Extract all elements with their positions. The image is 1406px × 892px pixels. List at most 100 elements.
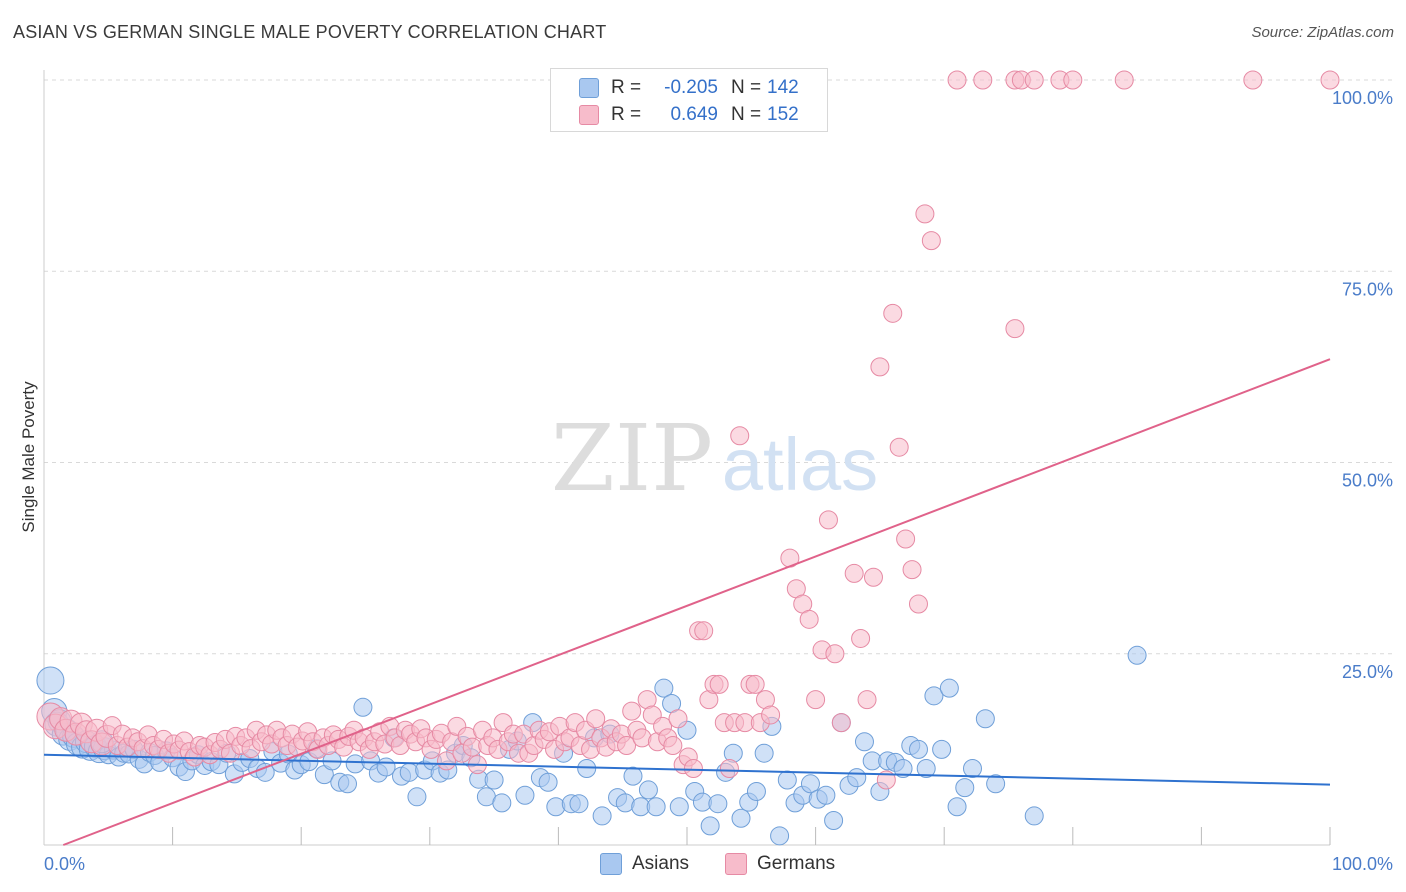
- germans-point: [1114, 70, 1134, 90]
- asians-point: [777, 770, 797, 790]
- asians-point: [345, 754, 365, 774]
- legend-r-label: R =: [611, 104, 642, 125]
- germans-point: [915, 204, 935, 224]
- asians-point: [623, 766, 643, 786]
- germans-trend-line: [62, 358, 1331, 846]
- asians-point: [337, 774, 357, 794]
- legend-r-value: 0.649: [670, 104, 718, 125]
- legend-n-value: 152: [767, 104, 799, 125]
- legend-swatch-germans: [579, 105, 599, 125]
- germans-point: [622, 701, 642, 721]
- asians-point: [638, 780, 658, 800]
- legend-r-label: R =: [611, 77, 642, 98]
- y-tick-label: 75.0%: [1342, 279, 1393, 299]
- asians-point: [962, 759, 982, 778]
- asians-point: [484, 770, 504, 790]
- asians-point: [932, 739, 952, 759]
- chart-title: ASIAN VS GERMAN SINGLE MALE POVERTY CORR…: [13, 22, 607, 42]
- germans-point: [1243, 70, 1263, 90]
- legend-n-label: N =: [731, 104, 762, 125]
- asians-point: [592, 806, 612, 826]
- asians-point: [754, 743, 774, 763]
- germans-point: [1005, 319, 1025, 339]
- germans-point: [617, 736, 637, 756]
- germans-point: [437, 751, 457, 771]
- germans-point: [921, 231, 941, 251]
- asians-point: [975, 709, 995, 729]
- legend-label-germans: Germans: [757, 853, 836, 874]
- x-tick-label: 0.0%: [44, 854, 85, 874]
- asians-point: [546, 797, 566, 817]
- asians-point: [986, 774, 1006, 794]
- germans-point: [876, 770, 896, 790]
- germans-point: [831, 713, 851, 733]
- germans-point: [806, 690, 826, 710]
- germans-point: [1063, 70, 1083, 90]
- legend-label-asians: Asians: [632, 853, 690, 874]
- germans-point: [883, 303, 903, 323]
- asians-point: [353, 697, 373, 717]
- germans-point: [709, 674, 729, 694]
- germans-point: [799, 609, 819, 629]
- germans-point: [719, 759, 739, 778]
- x-tick-labels: 0.0% 100.0%: [44, 827, 1393, 874]
- asians-point: [816, 785, 836, 805]
- asians-point: [538, 772, 558, 792]
- germans-point: [1024, 70, 1044, 90]
- asians-point: [708, 794, 728, 814]
- germans-point: [896, 529, 916, 549]
- watermark-zip: ZIP: [551, 405, 713, 512]
- asians-point: [255, 762, 275, 782]
- asians-point: [669, 797, 689, 817]
- asians-point: [770, 826, 790, 846]
- germans-point: [586, 709, 606, 729]
- asians-point: [376, 757, 396, 777]
- germans-point: [668, 709, 688, 729]
- asians-point: [492, 793, 512, 813]
- asians-point: [939, 678, 959, 698]
- germans-point: [851, 628, 871, 648]
- x-tick-label: 100.0%: [1332, 854, 1393, 874]
- y-axis-label: Single Male Poverty: [19, 381, 38, 533]
- asians-point: [407, 787, 427, 807]
- asians-point: [847, 768, 867, 788]
- asians-point: [36, 666, 65, 695]
- asians-point: [824, 811, 844, 831]
- asians-point: [515, 785, 535, 805]
- germans-point: [761, 705, 781, 725]
- germans-point: [1320, 70, 1340, 90]
- y-tick-label: 25.0%: [1342, 662, 1393, 682]
- germans-point: [825, 644, 845, 664]
- stats-legend: R = -0.205 N = 142 R = 0.649 N = 152: [550, 68, 828, 132]
- asians-point: [577, 759, 597, 778]
- germans-point: [889, 437, 909, 457]
- watermark: ZIP atlas: [551, 405, 878, 512]
- chart-source: Source: ZipAtlas.com: [1251, 24, 1394, 41]
- y-tick-labels: 25.0% 50.0% 75.0% 100.0%: [1332, 88, 1393, 682]
- asians-point: [746, 781, 766, 801]
- legend-swatch-asians: [600, 853, 622, 875]
- germans-point: [973, 70, 993, 90]
- germans-point: [857, 690, 877, 710]
- y-tick-label: 100.0%: [1332, 88, 1393, 108]
- legend-n-value: 142: [767, 77, 799, 98]
- germans-point: [863, 567, 883, 587]
- asians-point: [654, 678, 674, 698]
- asians-point: [700, 816, 720, 836]
- grid-lines: [44, 79, 1395, 655]
- trend-lines: [43, 358, 1331, 846]
- asians-point: [924, 686, 944, 706]
- germans-point: [745, 674, 765, 694]
- germans-point: [683, 759, 703, 778]
- germans-point: [818, 510, 838, 530]
- legend-r-value: -0.205: [664, 77, 718, 98]
- germans-point: [908, 594, 928, 614]
- asians-point: [800, 774, 820, 794]
- legend-swatch-asians: [579, 78, 599, 98]
- germans-point: [870, 357, 890, 377]
- asians-trend-line: [43, 753, 1331, 786]
- germans-point: [663, 736, 683, 756]
- asians-point: [854, 732, 874, 752]
- asians-point: [908, 739, 928, 759]
